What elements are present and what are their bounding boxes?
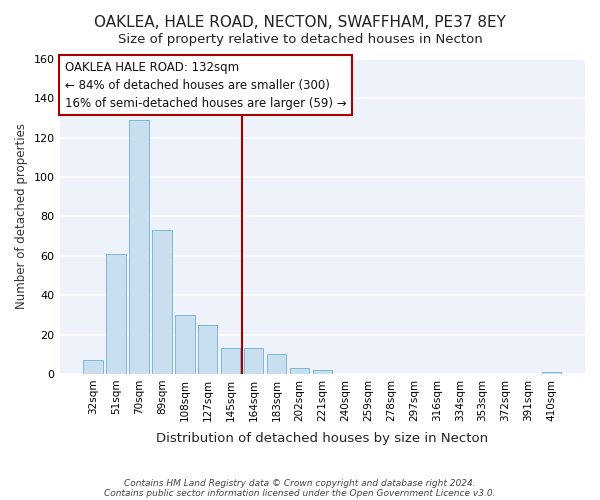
Bar <box>313 370 332 374</box>
Bar <box>542 372 561 374</box>
Bar <box>244 348 263 374</box>
Bar <box>106 254 126 374</box>
Text: OAKLEA, HALE ROAD, NECTON, SWAFFHAM, PE37 8EY: OAKLEA, HALE ROAD, NECTON, SWAFFHAM, PE3… <box>94 15 506 30</box>
X-axis label: Distribution of detached houses by size in Necton: Distribution of detached houses by size … <box>156 432 488 445</box>
Bar <box>152 230 172 374</box>
Bar <box>129 120 149 374</box>
Bar <box>83 360 103 374</box>
Bar <box>198 324 217 374</box>
Text: OAKLEA HALE ROAD: 132sqm
← 84% of detached houses are smaller (300)
16% of semi-: OAKLEA HALE ROAD: 132sqm ← 84% of detach… <box>65 60 346 110</box>
Text: Contains HM Land Registry data © Crown copyright and database right 2024.: Contains HM Land Registry data © Crown c… <box>124 478 476 488</box>
Bar <box>221 348 241 374</box>
Bar <box>290 368 309 374</box>
Bar <box>175 315 194 374</box>
Text: Contains public sector information licensed under the Open Government Licence v3: Contains public sector information licen… <box>104 488 496 498</box>
Bar <box>267 354 286 374</box>
Y-axis label: Number of detached properties: Number of detached properties <box>15 124 28 310</box>
Text: Size of property relative to detached houses in Necton: Size of property relative to detached ho… <box>118 32 482 46</box>
